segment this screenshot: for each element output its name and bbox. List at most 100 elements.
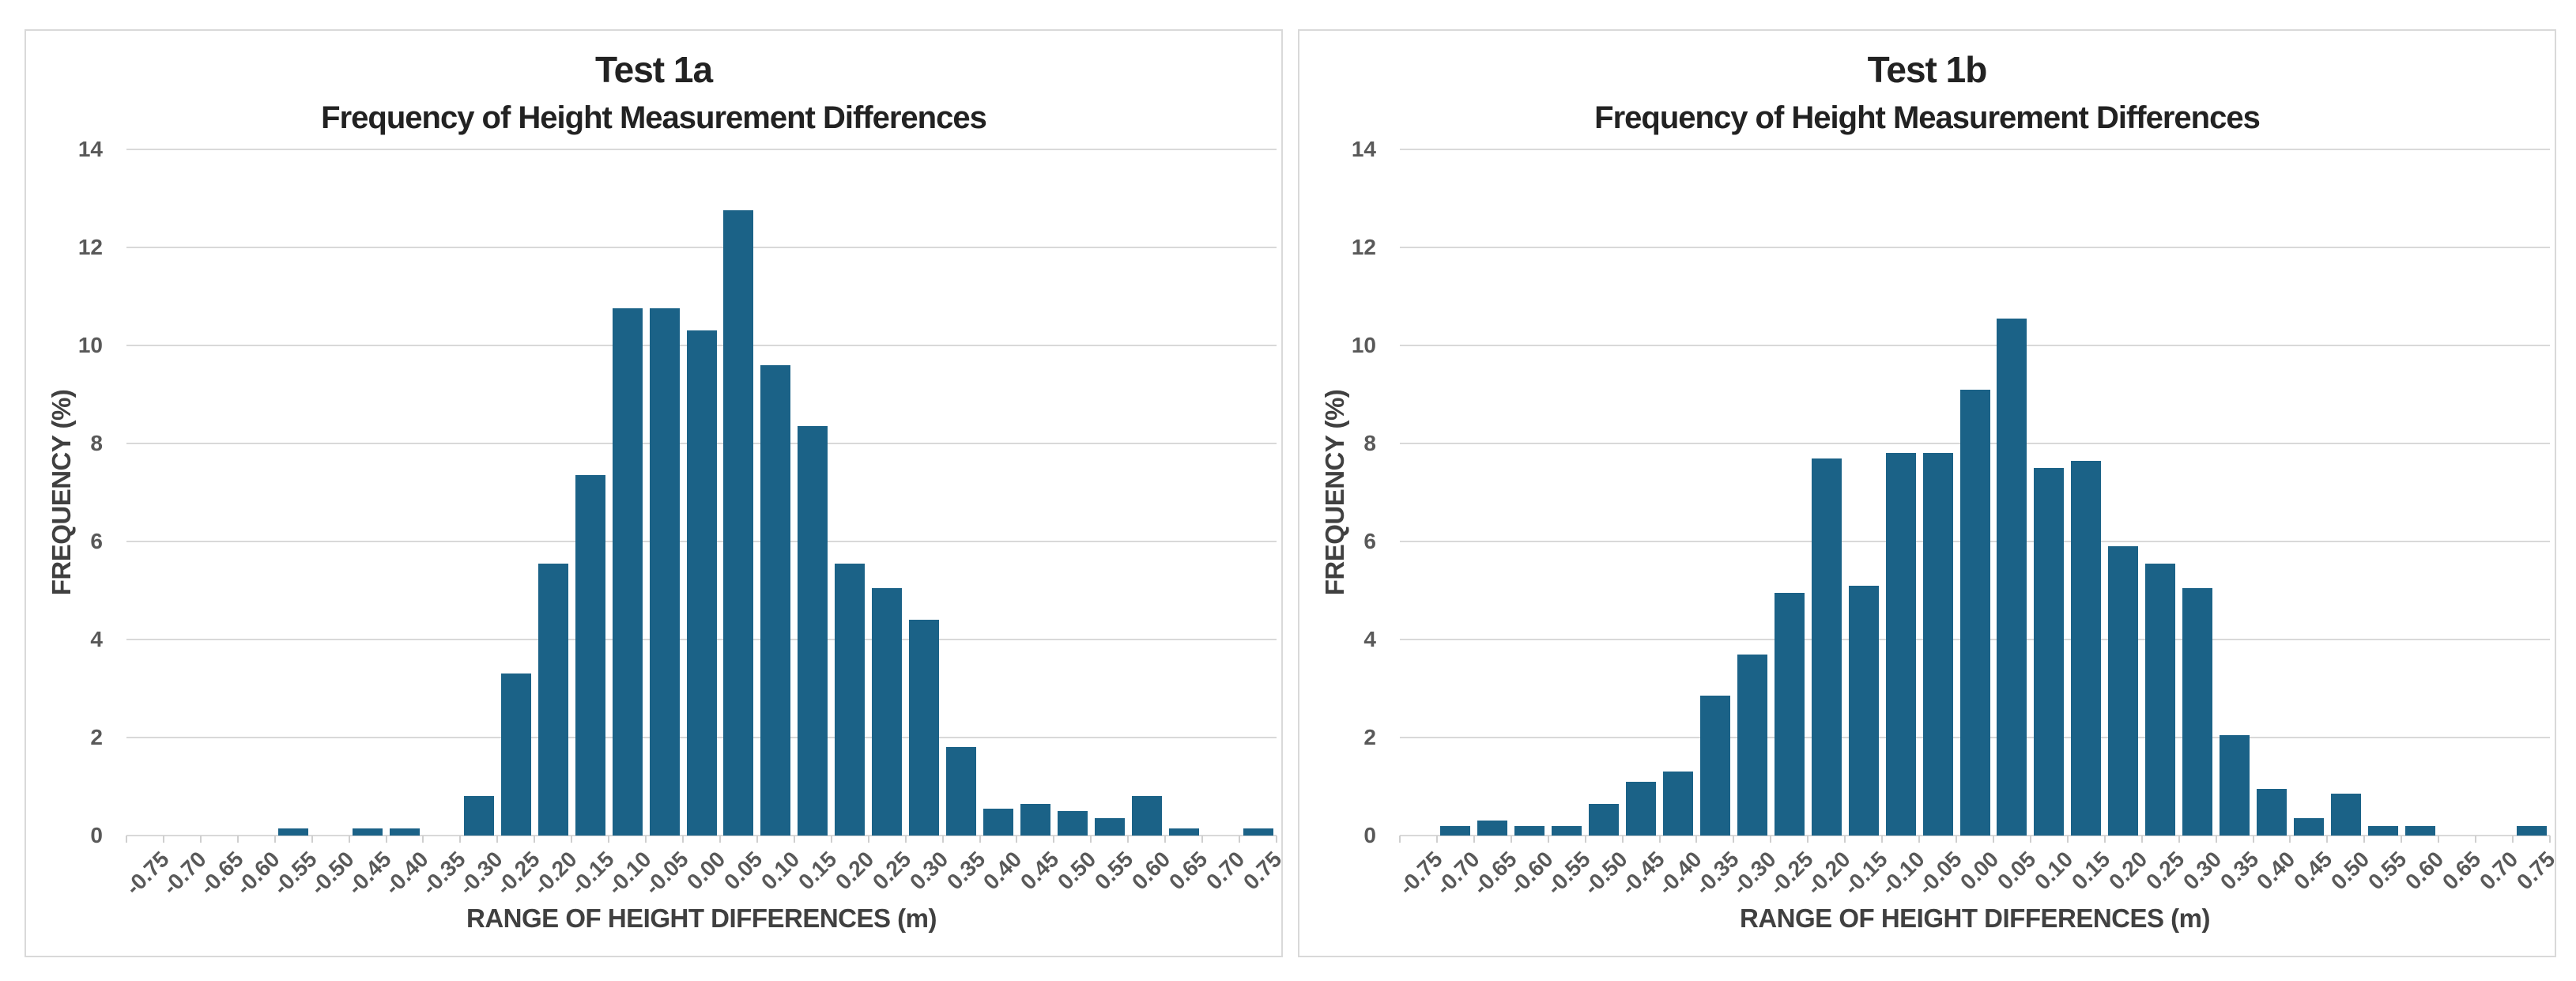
x-tick-label-text: 0.35 — [941, 847, 990, 895]
bar-0.45 — [2294, 818, 2324, 836]
y-tick-label-6: 6 — [1363, 529, 1376, 553]
x-tick-label-text: 0.05 — [718, 847, 768, 895]
x-tick-label-text: 0.55 — [1090, 847, 1138, 895]
x-axis-tick-mark — [1016, 836, 1018, 843]
x-axis-tick-mark — [1164, 836, 1167, 843]
y-tick-label-8: 8 — [90, 431, 103, 455]
x-tick-label-text: 0.25 — [2140, 847, 2189, 895]
bar-0.35 — [2220, 735, 2250, 836]
x-axis-tick-mark — [459, 836, 462, 843]
y-tick-label-4: 4 — [1363, 627, 1376, 651]
bar-0.75 — [1243, 828, 1273, 836]
bar--0.10 — [1886, 453, 1916, 836]
x-tick-label-text: 0.70 — [1201, 847, 1250, 895]
x-axis-tick-mark — [348, 836, 350, 843]
x-tick-label-text: 0.10 — [756, 847, 805, 895]
x-axis-tick-mark — [2549, 836, 2551, 843]
x-tick-label-text: 0.00 — [1955, 847, 2004, 895]
x-tick-label-text: 0.50 — [1053, 847, 1101, 895]
y-tick-label-12: 12 — [77, 235, 103, 259]
bar-0.30 — [909, 620, 939, 836]
x-tick-label-text: 0.70 — [2475, 847, 2523, 895]
y-axis-title: FREQUENCY (%) — [47, 389, 76, 596]
y-axis-title: FREQUENCY (%) — [1320, 389, 1349, 596]
x-axis-tick-mark — [199, 836, 202, 843]
gridline-y-10 — [1400, 345, 2550, 346]
chart-subtitle: Frequency of Height Measurement Differen… — [321, 100, 987, 135]
chart-title: Test 1b — [1867, 49, 1988, 90]
y-tick-label-14: 14 — [77, 137, 103, 161]
x-tick-label-text: 0.75 — [2511, 847, 2560, 895]
x-axis-tick-mark — [1276, 836, 1277, 843]
x-axis-tick-mark — [1473, 836, 1475, 843]
bar-0.10 — [760, 365, 790, 836]
x-axis-tick-mark — [904, 836, 907, 843]
x-axis-tick-mark — [941, 836, 944, 843]
bar-0.25 — [2145, 564, 2175, 836]
x-axis-tick-mark — [718, 836, 721, 843]
bar-0.55 — [2368, 826, 2398, 836]
bar--0.40 — [390, 828, 420, 836]
x-axis-tick-mark — [2326, 836, 2329, 843]
bar--0.20 — [538, 564, 568, 836]
x-axis-tick-mark — [1127, 836, 1130, 843]
chart-panel-test-1a: Test 1a Frequency of Height Measurement … — [25, 29, 1287, 957]
bar--0.30 — [1737, 655, 1767, 836]
bar-0.30 — [2182, 588, 2212, 836]
x-axis-tick-mark — [867, 836, 869, 843]
x-tick-label-text: 0.00 — [681, 847, 730, 895]
x-tick-label-text: 0.45 — [2289, 847, 2337, 895]
bar--0.05 — [650, 308, 680, 836]
y-tick-label-8: 8 — [1363, 431, 1376, 455]
x-axis-tick-mark — [1881, 836, 1884, 843]
y-tick-label-0: 0 — [1363, 823, 1376, 847]
bar-0.10 — [2034, 468, 2064, 836]
x-axis-tick-mark — [496, 836, 499, 843]
y-tick-label-10: 10 — [1351, 333, 1376, 357]
x-axis-tick-mark — [2438, 836, 2440, 843]
y-tick-label-0: 0 — [90, 823, 103, 847]
bar--0.40 — [1663, 772, 1693, 836]
y-tick-label-2: 2 — [1363, 725, 1376, 749]
bar-0.20 — [835, 564, 865, 836]
x-axis-tick-mark — [2029, 836, 2031, 843]
bar-0.45 — [1020, 804, 1050, 836]
x-axis-tick-mark — [793, 836, 795, 843]
x-axis-tick-mark — [1733, 836, 1735, 843]
x-axis-tick-mark — [2289, 836, 2291, 843]
bar-0.00 — [1960, 390, 1990, 836]
bar--0.15 — [575, 475, 605, 836]
plot-area: 0 2 4 6 8 10 12 14 -0.75 -0.70 -0.65 -0.60 -0.55 -0.5… — [78, 137, 1287, 900]
x-tick-label-text: 0.25 — [867, 847, 916, 895]
x-axis-tick-mark — [608, 836, 610, 843]
x-tick-label-text: 0.65 — [2438, 847, 2486, 895]
bar--0.50 — [1589, 804, 1619, 836]
bar-0.75 — [2517, 826, 2547, 836]
bar--0.10 — [613, 308, 643, 836]
x-axis-tick-mark — [2103, 836, 2106, 843]
bar-0.05 — [723, 210, 753, 836]
y-tick-label-6: 6 — [90, 529, 103, 553]
chart-panel-test-1b: Test 1b Frequency of Height Measurement … — [1298, 29, 2560, 957]
plot-area: 0 2 4 6 8 10 12 14 -0.75 -0.70 -0.65 -0.60 -0.55 -0.5… — [1352, 137, 2560, 900]
x-axis-tick-mark — [1658, 836, 1661, 843]
x-axis-tick-mark — [2140, 836, 2143, 843]
bar--0.55 — [1552, 826, 1582, 836]
x-axis-tick-mark — [422, 836, 424, 843]
x-axis-tick-mark — [1844, 836, 1846, 843]
x-tick-label-text: 0.40 — [2252, 847, 2300, 895]
bar-0.40 — [983, 809, 1013, 836]
x-axis-tick-mark — [2401, 836, 2403, 843]
gridline-y-0 — [1400, 835, 2550, 836]
gridline-y-14 — [1400, 149, 2550, 150]
x-tick-label-text: 0.50 — [2326, 847, 2374, 895]
bar-0.20 — [2108, 546, 2138, 836]
x-axis-tick-mark — [979, 836, 981, 843]
x-axis-tick-mark — [2475, 836, 2477, 843]
bar-0.50 — [1058, 811, 1088, 836]
gridline-y-12 — [126, 247, 1277, 248]
x-axis-tick-mark — [1510, 836, 1512, 843]
x-axis-tick-mark — [682, 836, 685, 843]
x-tick-label-text: 0.05 — [1992, 847, 2041, 895]
